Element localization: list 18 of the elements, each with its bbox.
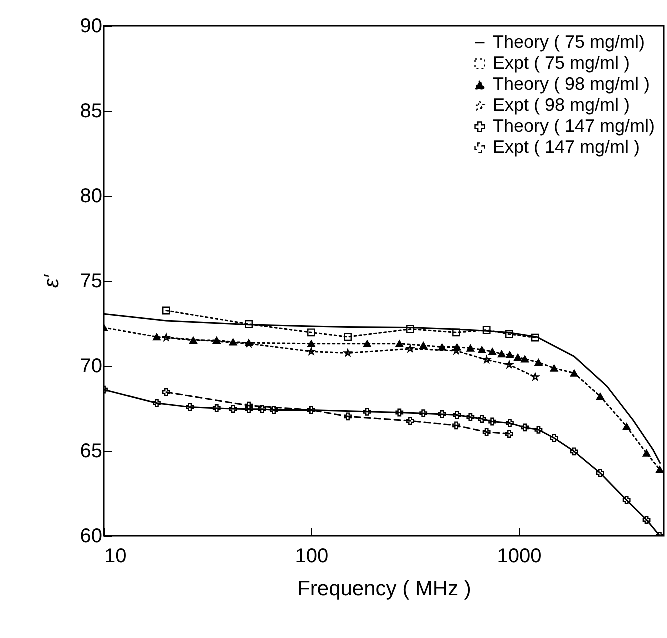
legend-label: Expt ( 147 mg/ml )	[493, 137, 640, 157]
y-tick-label: 65	[80, 440, 102, 462]
x-tick-label: 100	[295, 546, 329, 568]
legend-label: Theory ( 75 mg/ml)	[493, 32, 646, 52]
legend-label: Expt ( 98 mg/ml )	[493, 95, 630, 115]
y-tick-label: 80	[80, 186, 102, 208]
y-tick-label: 60	[80, 526, 102, 548]
y-tick-label: 90	[80, 16, 102, 38]
legend-label: Expt ( 75 mg/ml )	[493, 53, 630, 73]
y-tick-label: 75	[80, 270, 102, 292]
y-tick-label: 70	[80, 356, 102, 378]
legend-label: Theory ( 98 mg/ml )	[493, 74, 650, 94]
y-axis-title: ε′	[40, 274, 64, 288]
y-tick-label: 85	[80, 100, 102, 122]
x-axis-title: Frequency ( MHz )	[298, 578, 472, 600]
legend-label: Theory ( 147 mg/ml)	[493, 116, 656, 136]
x-tick-label: 10	[104, 546, 127, 568]
x-tick-label: 1000	[497, 546, 542, 568]
